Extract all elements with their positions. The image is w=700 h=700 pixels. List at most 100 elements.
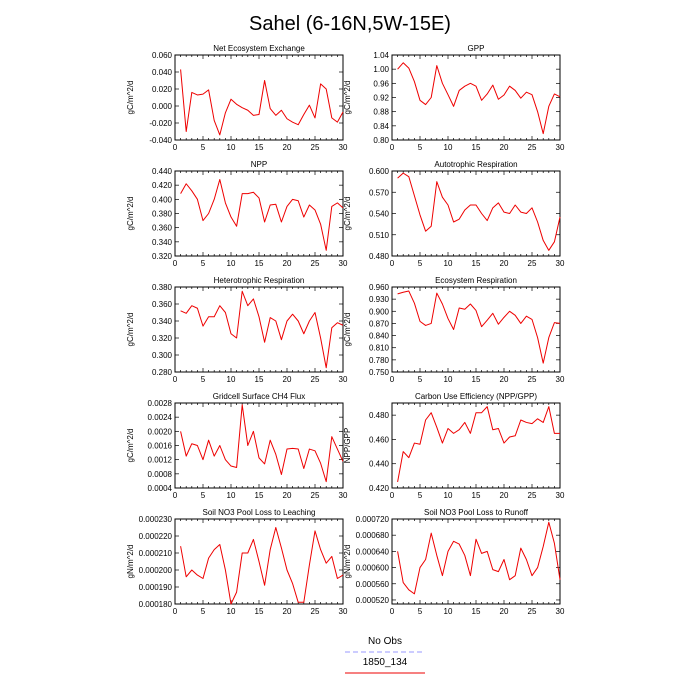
panel-heterotrophic-respiration: Heterotrophic Respiration gC/m^2/d 0 5 10 15 2… — [126, 276, 348, 384]
panel-npp: NPP gC/m^2/d 0 5 10 15 20 25 30 0.320 0.340 0.360 0.… — [126, 160, 348, 268]
series-line-1850-134 — [180, 69, 344, 136]
x-tick-label: 15 — [472, 607, 481, 616]
plot-frame — [174, 402, 344, 489]
x-tick-label: 10 — [444, 607, 453, 616]
x-tick-label: 20 — [500, 607, 509, 616]
y-tick-label: 0.000720 — [356, 515, 390, 524]
y-tick-label: 0.0024 — [148, 413, 173, 422]
y-axis-label: NPP/GPP — [343, 428, 352, 464]
series-line-1850-134 — [397, 62, 561, 135]
panel-ecosystem-respiration: Ecosystem Respiration gC/m^2/d 0 5 10 15 20 25 3… — [343, 276, 565, 384]
x-tick-label: 10 — [444, 491, 453, 500]
series-line-1850-134 — [180, 179, 344, 251]
y-tick-label: 0.930 — [369, 295, 390, 304]
y-tick-label: 0.300 — [152, 351, 173, 360]
x-tick-label: 5 — [418, 491, 423, 500]
y-tick-label: 0.460 — [369, 435, 390, 444]
x-tick-label: 10 — [227, 375, 236, 384]
panel-title: GPP — [468, 44, 485, 53]
x-tick-label: 10 — [227, 143, 236, 152]
y-tick-label: 0.570 — [369, 188, 390, 197]
x-tick-label: 15 — [472, 375, 481, 384]
y-tick-label: 0.360 — [152, 300, 173, 309]
panels: Net Ecosystem Exchange gC/m^2/d 0 5 10 15 20 25… — [126, 44, 565, 616]
y-tick-label: 0.92 — [373, 94, 389, 103]
plot-frame — [391, 518, 561, 605]
y-tick-label: 0.320 — [152, 334, 173, 343]
x-tick-label: 15 — [472, 491, 481, 500]
y-tick-label: 0.000210 — [139, 549, 173, 558]
x-tick-label: 0 — [390, 259, 395, 268]
y-tick-label: 0.280 — [152, 368, 173, 377]
y-tick-label: 0.440 — [152, 167, 173, 176]
x-tick-label: 0 — [173, 143, 178, 152]
plot-frame — [174, 54, 344, 141]
y-tick-label: 0.870 — [369, 319, 390, 328]
x-tick-label: 5 — [201, 259, 206, 268]
y-tick-label: 0.540 — [369, 210, 390, 219]
x-tick-label: 0 — [390, 491, 395, 500]
y-tick-label: 0.360 — [152, 224, 173, 233]
legend: No Obs 1850_134 — [345, 636, 425, 674]
panel-title: NPP — [251, 160, 267, 169]
panel-soil-no3-pool-loss-to-runoff: Soil NO3 Pool Loss to Runoff gN/m^2/d 0 5 10… — [343, 508, 565, 616]
x-tick-label: 30 — [339, 259, 348, 268]
y-tick-label: 0.060 — [152, 51, 173, 60]
x-tick-label: 25 — [528, 259, 537, 268]
x-tick-label: 5 — [201, 143, 206, 152]
y-tick-label: 0.96 — [373, 79, 389, 88]
y-tick-label: 0.750 — [369, 368, 390, 377]
plot-frame — [391, 402, 561, 489]
y-tick-label: 0.420 — [369, 484, 390, 493]
x-tick-label: 25 — [311, 375, 320, 384]
x-tick-label: 0 — [173, 375, 178, 384]
x-tick-label: 5 — [418, 375, 423, 384]
y-tick-label: 0.020 — [152, 85, 173, 94]
x-tick-label: 25 — [528, 491, 537, 500]
x-tick-label: 5 — [418, 259, 423, 268]
series-line-1850-134 — [397, 521, 561, 595]
y-tick-label: 0.88 — [373, 108, 389, 117]
y-tick-label: 0.380 — [152, 210, 173, 219]
y-tick-label: 0.480 — [369, 252, 390, 261]
panel-gridcell-surface-ch4-flux: Gridcell Surface CH4 Flux gC/m^2/d 0 5 10 15 2… — [126, 392, 348, 500]
y-tick-label: 0.000680 — [356, 531, 390, 540]
y-tick-label: 0.900 — [369, 307, 390, 316]
y-tick-label: 0.0020 — [148, 427, 173, 436]
y-tick-label: 0.84 — [373, 122, 389, 131]
x-tick-label: 25 — [311, 143, 320, 152]
series-line-1850-134 — [397, 406, 560, 483]
plot-frame — [391, 170, 561, 257]
x-tick-label: 15 — [472, 143, 481, 152]
y-tick-label: 0.400 — [152, 195, 173, 204]
series-line-1850-134 — [180, 527, 344, 605]
panel-autotrophic-respiration: Autotrophic Respiration gC/m^2/d 0 5 10 15 20 2… — [343, 160, 565, 268]
x-tick-label: 10 — [444, 143, 453, 152]
y-tick-label: 0.000560 — [356, 580, 390, 589]
legend-label-1850-134: 1850_134 — [363, 657, 408, 668]
x-tick-label: 15 — [255, 491, 264, 500]
panel-title: Carbon Use Efficiency (NPP/GPP) — [415, 392, 537, 401]
x-tick-label: 5 — [201, 375, 206, 384]
x-tick-label: 20 — [283, 375, 292, 384]
y-axis-label: gN/m^2/d — [343, 545, 352, 579]
x-tick-label: 20 — [283, 491, 292, 500]
y-axis-label: gC/m^2/d — [343, 197, 352, 231]
x-tick-label: 5 — [418, 143, 423, 152]
x-tick-label: 15 — [255, 259, 264, 268]
y-tick-label: 0.340 — [152, 317, 173, 326]
panel-title: Heterotrophic Respiration — [214, 276, 305, 285]
x-tick-label: 0 — [173, 259, 178, 268]
y-tick-label: 0.320 — [152, 252, 173, 261]
x-tick-label: 25 — [311, 607, 320, 616]
x-tick-label: 25 — [311, 491, 320, 500]
y-axis-label: gC/m^2/d — [343, 313, 352, 347]
y-axis-label: gC/m^2/d — [126, 197, 135, 231]
x-tick-label: 15 — [255, 607, 264, 616]
series-line-1850-134 — [397, 290, 561, 364]
y-axis-label: gC/m^2/d — [126, 429, 135, 463]
x-tick-label: 15 — [255, 375, 264, 384]
x-tick-label: 25 — [528, 607, 537, 616]
y-tick-label: 0.040 — [152, 68, 173, 77]
series-line-1850-134 — [397, 172, 561, 251]
